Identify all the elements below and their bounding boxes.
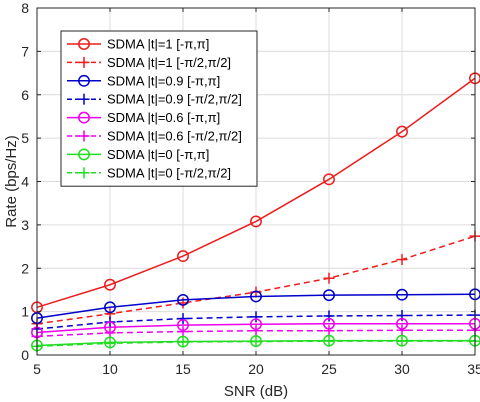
x-tick-label: 15 — [175, 361, 191, 377]
legend-label: SDMA |t|=1 [-π,π] — [107, 37, 209, 52]
legend-marker — [78, 130, 90, 142]
legend-label: SDMA |t|=0 [-π/2,π/2] — [107, 165, 231, 180]
legend-entry: SDMA |t|=0 [-π,π] — [67, 147, 209, 162]
legend-marker — [78, 93, 90, 105]
plus-data-point — [323, 272, 335, 284]
legend-entry: SDMA |t|=0.6 [-π,π] — [67, 110, 220, 125]
plus-data-point — [177, 326, 189, 338]
circle-data-point — [396, 125, 408, 138]
circle-data-point — [177, 250, 189, 263]
legend-entry: SDMA |t|=1 [-π,π] — [67, 37, 209, 52]
y-tick-label: 5 — [21, 130, 29, 146]
circle-data-point — [323, 289, 335, 302]
y-tick-label: 3 — [21, 217, 29, 233]
y-axis-title: Rate (bps/Hz) — [3, 135, 20, 228]
y-tick-label: 6 — [21, 87, 29, 103]
x-axis-title: SNR (dB) — [224, 383, 288, 400]
y-tick-label: 4 — [21, 174, 29, 190]
legend-marker — [78, 56, 90, 68]
legend-entry: SDMA |t|=0.6 [-π/2,π/2] — [67, 129, 242, 144]
circle-data-point — [250, 290, 262, 303]
plus-data-point — [323, 310, 335, 322]
legend-label: SDMA |t|=0.9 [-π/2,π/2] — [107, 92, 242, 107]
plus-data-point — [323, 325, 335, 337]
y-tick-label: 2 — [21, 260, 29, 276]
plus-data-point — [250, 325, 262, 337]
plus-data-point — [177, 336, 189, 348]
legend-label: SDMA |t|=0.6 [-π,π] — [107, 110, 220, 125]
plus-data-point — [396, 335, 408, 347]
x-tick-label: 10 — [102, 361, 118, 377]
y-tick-label: 0 — [21, 347, 29, 363]
legend: SDMA |t|=1 [-π,π] SDMA |t|=1 [-π/2,π/2] SD… — [60, 30, 258, 187]
x-tick-label: 25 — [321, 361, 337, 377]
plus-data-point — [250, 311, 262, 323]
legend-entry: SDMA |t|=0 [-π/2,π/2] — [67, 165, 231, 180]
legend-entry: SDMA |t|=1 [-π/2,π/2] — [67, 55, 231, 70]
legend-marker — [78, 167, 90, 179]
tick-layer: 5 10 15 20 25 30 35 0 1 2 3 4 5 6 7 8 — [21, 0, 480, 377]
legend-marker — [78, 74, 90, 87]
legend-label: SDMA |t|=0.6 [-π/2,π/2] — [107, 129, 242, 144]
legend-label: SDMA |t|=0 [-π,π] — [107, 147, 209, 162]
circle-data-point — [323, 173, 335, 186]
plus-data-point — [396, 254, 408, 266]
circle-data-point — [104, 278, 116, 291]
plus-data-point — [396, 324, 408, 336]
plus-data-point — [104, 337, 116, 349]
circle-data-point — [104, 301, 116, 314]
y-tick-label: 1 — [21, 304, 29, 320]
circle-data-point — [177, 293, 189, 306]
plus-data-point — [177, 313, 189, 325]
x-tick-label: 20 — [248, 361, 264, 377]
legend-entry: SDMA |t|=0.9 [-π/2,π/2] — [67, 92, 242, 107]
legend-box — [60, 30, 258, 187]
x-tick-label: 35 — [467, 361, 480, 377]
y-tick-label: 7 — [21, 43, 29, 59]
plus-data-point — [323, 335, 335, 347]
x-tick-label: 30 — [394, 361, 410, 377]
plus-data-point — [250, 336, 262, 348]
circle-data-point — [396, 288, 408, 301]
series-line — [36, 293, 476, 319]
series-line — [36, 77, 476, 309]
legend-marker — [78, 38, 90, 50]
legend-marker — [78, 148, 90, 161]
series-line — [36, 323, 475, 334]
x-tick-label: 5 — [33, 361, 41, 377]
legend-entry: SDMA |t|=0.9 [-π,π] — [67, 73, 220, 88]
legend-marker — [78, 111, 90, 124]
series-6 — [31, 324, 480, 342]
legend-label: SDMA |t|=0.9 [-π,π] — [107, 73, 220, 88]
y-tick-label: 8 — [21, 0, 29, 16]
circle-data-point — [250, 215, 262, 228]
legend-label: SDMA |t|=1 [-π/2,π/2] — [107, 55, 231, 70]
